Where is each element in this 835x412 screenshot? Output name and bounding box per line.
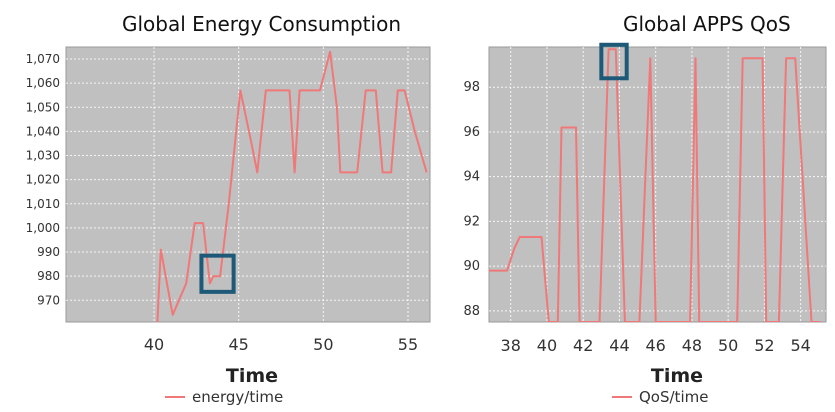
energy-highlight-box xyxy=(199,253,236,294)
energy-y-tick-label: 1,000 xyxy=(26,221,60,235)
energy-y-tick-label: 1,030 xyxy=(26,149,60,163)
energy-y-tick-label: 990 xyxy=(37,245,60,259)
qos-plot-area xyxy=(488,46,827,323)
qos-x-axis-title: Time xyxy=(651,365,703,387)
energy-x-tick-label: 40 xyxy=(144,335,164,354)
energy-y-tick-label: 1,060 xyxy=(26,76,60,90)
energy-x-tick-label: 50 xyxy=(313,335,333,354)
energy-y-tick-label: 1,070 xyxy=(26,52,60,66)
energy-y-tick-label: 1,040 xyxy=(26,124,60,138)
qos-x-tick-label: 54 xyxy=(790,336,810,355)
qos-x-tick-label: 50 xyxy=(718,336,738,355)
qos-x-tick-label: 38 xyxy=(501,336,521,355)
qos-legend-label: QoS/time xyxy=(639,388,708,406)
energy-x-axis-title: Time xyxy=(226,365,278,387)
qos-y-tick-label: 96 xyxy=(463,125,480,140)
qos-x-tick-label: 44 xyxy=(609,336,629,355)
qos-x-tick-label: 46 xyxy=(646,336,666,355)
energy-legend-label: energy/time xyxy=(192,388,283,406)
qos-y-tick-label: 90 xyxy=(463,259,480,274)
energy-y-tick-label: 970 xyxy=(37,293,60,307)
chart-title-qos: Global APPS QoS xyxy=(623,12,791,36)
energy-y-tick-label: 1,050 xyxy=(26,100,60,114)
qos-y-tick-label: 98 xyxy=(463,80,480,95)
qos-y-tick-label: 92 xyxy=(463,214,480,229)
energy-y-tick-label: 1,010 xyxy=(26,197,60,211)
qos-y-tick-label: 94 xyxy=(463,170,480,185)
qos-x-tick-label: 40 xyxy=(537,336,557,355)
qos-x-tick-label: 42 xyxy=(573,336,593,355)
chart-title-energy: Global Energy Consumption xyxy=(122,12,401,36)
energy-plot-area xyxy=(65,46,431,323)
qos-x-tick-label: 52 xyxy=(754,336,774,355)
energy-series-line xyxy=(156,50,428,322)
energy-x-tick-label: 55 xyxy=(398,335,418,354)
energy-x-tick-label: 45 xyxy=(229,335,249,354)
qos-highlight-box xyxy=(599,42,629,81)
qos-y-tick-label: 88 xyxy=(463,304,480,319)
qos-x-tick-label: 48 xyxy=(682,336,702,355)
energy-y-tick-label: 980 xyxy=(37,269,60,283)
energy-y-tick-label: 1,020 xyxy=(26,173,60,187)
